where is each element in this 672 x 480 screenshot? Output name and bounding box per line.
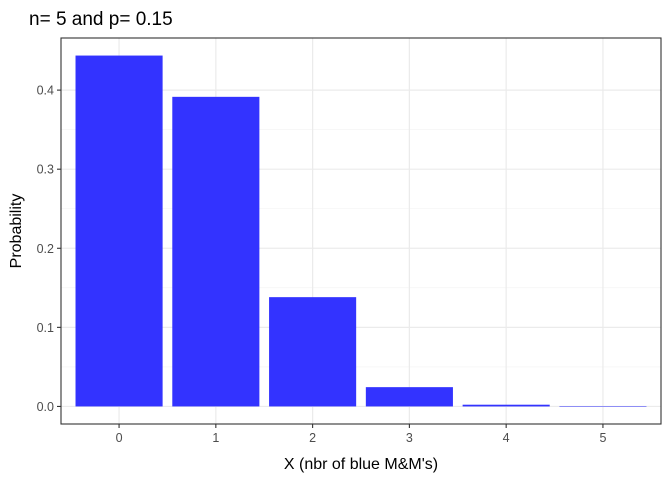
bar [172, 96, 260, 407]
bar [462, 404, 550, 407]
plot-panel-border [60, 37, 662, 425]
x-tick-label: 1 [212, 431, 219, 445]
y-tick-label: 0.4 [37, 84, 54, 98]
x-tick-label: 4 [503, 431, 510, 445]
bar [559, 406, 647, 407]
x-tick-label: 0 [116, 431, 123, 445]
y-axis-title: Probability [8, 194, 25, 269]
bar [269, 297, 357, 407]
bars [75, 55, 647, 407]
x-tick-label: 3 [406, 431, 413, 445]
y-tick-label: 0.0 [37, 400, 54, 414]
y-tick-label: 0.2 [37, 242, 54, 256]
bar [75, 55, 163, 407]
y-axis: 0.0 0.1 0.2 0.3 0.4 [37, 84, 61, 414]
x-tick-label: 2 [309, 431, 316, 445]
y-tick-label: 0.3 [37, 163, 54, 177]
x-tick-label: 5 [599, 431, 606, 445]
bar [365, 387, 453, 407]
x-axis-title: X (nbr of blue M&M's) [284, 456, 438, 473]
y-tick-label: 0.1 [37, 321, 54, 335]
x-axis: 0 1 2 3 4 5 [116, 424, 606, 445]
chart-title: n= 5 and p= 0.15 [29, 9, 173, 30]
